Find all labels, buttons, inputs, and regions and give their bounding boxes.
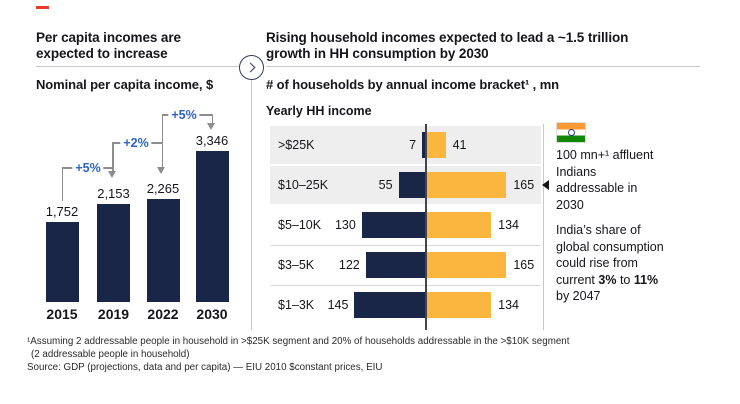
income-row-25k-plus: >$25K 7 41: [270, 126, 541, 164]
right-value: 165: [513, 258, 535, 272]
navy-bar: [361, 212, 426, 238]
consumption-note-text: India’s share of global consumption coul…: [556, 223, 664, 287]
footnote-line-1: ¹Assuming 2 addressable people in househ…: [27, 336, 570, 347]
growth-label-2019-2022: +2%: [120, 135, 152, 150]
income-row-10-25k: $10–25K 55 165: [270, 166, 541, 204]
left-headline: Per capita incomes are expected to incre…: [36, 30, 181, 61]
axis-label-2019: 2019: [97, 305, 130, 322]
income-row-3-5k: $3–5K 122 165: [270, 246, 541, 284]
growth-label-2022-2030: +5%: [168, 107, 200, 122]
axis-label-2015: 2015: [46, 305, 78, 322]
growth-bracket-line: [112, 142, 114, 172]
row-divider: [270, 285, 541, 286]
axis-label-2022: 2022: [147, 305, 179, 322]
income-bracket-label: $1–3K: [278, 298, 315, 312]
axis-label-2030: 2030: [196, 305, 228, 322]
income-bracket-label: $3–5K: [278, 258, 315, 272]
left-value: 122: [338, 258, 360, 272]
income-bracket-label: $5–10K: [278, 218, 322, 232]
left-value: 7: [409, 138, 417, 152]
right-value: 165: [513, 178, 535, 192]
chart-center-axis: [425, 124, 427, 330]
chart-right-rule: [543, 124, 544, 330]
navy-bar: [354, 292, 426, 318]
yellow-bar: [425, 132, 446, 158]
right-headline: Rising household incomes expected to lea…: [266, 30, 629, 61]
left-chart-title: Nominal per capita income, $: [36, 77, 214, 92]
bar-2019: [97, 204, 130, 302]
left-value: 145: [327, 298, 349, 312]
bar-column-2030: 3,346 2030: [195, 130, 229, 322]
income-bracket-label: >$25K: [278, 138, 315, 152]
bar-2030: [195, 150, 229, 302]
yellow-bar: [425, 292, 492, 318]
bar-value-label: 2,265: [146, 181, 180, 197]
bar-value-label: 1,752: [45, 204, 79, 220]
right-chart-title: # of households by annual income bracket…: [266, 77, 560, 92]
bar-2022: [146, 199, 180, 302]
footnote-block: ¹Assuming 2 addressable people in househ…: [27, 336, 717, 374]
accent-dash: [36, 6, 49, 9]
navy-bar: [398, 172, 426, 198]
bar-column-2022: 2,265 2022: [146, 130, 180, 322]
growth-bracket-line: [211, 114, 213, 124]
left-value: 55: [378, 178, 393, 192]
growth-bracket-line: [61, 167, 63, 201]
chakra-icon: [567, 129, 575, 136]
right-value: 41: [452, 138, 467, 152]
bar-column-2019: 2,153 2019: [97, 130, 130, 322]
bar-column-2015: 1,752 2015: [45, 130, 79, 322]
india-flag-icon: [556, 122, 586, 143]
right-value: 134: [498, 298, 520, 312]
growth-label-2015-2019: +5%: [72, 160, 104, 175]
arrow-down-icon: [157, 167, 166, 174]
growth-bracket-line: [161, 114, 163, 168]
footnote-line-2: (2 addressable people in household): [31, 348, 190, 360]
consumption-from-pct: 3%: [598, 272, 617, 287]
yellow-bar: [425, 212, 492, 238]
chevron-right-circle-icon: [239, 55, 264, 80]
households-chart: >$25K 7 41 $10–25K 55 165 $5–10K 130 134…: [270, 126, 541, 324]
navy-bar: [365, 252, 426, 278]
consumption-note: India’s share of global consumption coul…: [556, 223, 664, 303]
bar-value-label: 3,346: [195, 132, 229, 148]
income-row-1-3k: $1–3K 145 134: [270, 286, 541, 324]
yellow-bar: [425, 172, 507, 198]
left-headline-rule: [36, 66, 239, 67]
center-divider: [251, 80, 252, 330]
arrow-left-icon: [542, 180, 549, 190]
yearly-hh-income-label: Yearly HH income: [266, 104, 372, 118]
yellow-bar: [425, 252, 507, 278]
bar-value-label: 2,153: [97, 186, 130, 202]
right-value: 134: [498, 218, 520, 232]
income-bracket-label: $10–25K: [278, 178, 329, 192]
row-divider: [270, 245, 541, 246]
arrow-down-icon: [108, 171, 117, 178]
bar-2015: [45, 222, 79, 302]
income-row-5-10k: $5–10K 130 134: [270, 206, 541, 244]
navy-bar: [422, 132, 426, 158]
left-value: 130: [334, 218, 356, 232]
source-line: Source: GDP (projections, data and per c…: [27, 361, 383, 373]
consumption-to-pct: 11%: [633, 272, 659, 287]
arrow-down-icon: [207, 123, 216, 130]
chevron-right-icon: [245, 62, 256, 73]
affluent-note: 100 mn+¹ affluent Indians addressable in…: [556, 148, 654, 212]
right-headline-rule: [266, 66, 700, 67]
